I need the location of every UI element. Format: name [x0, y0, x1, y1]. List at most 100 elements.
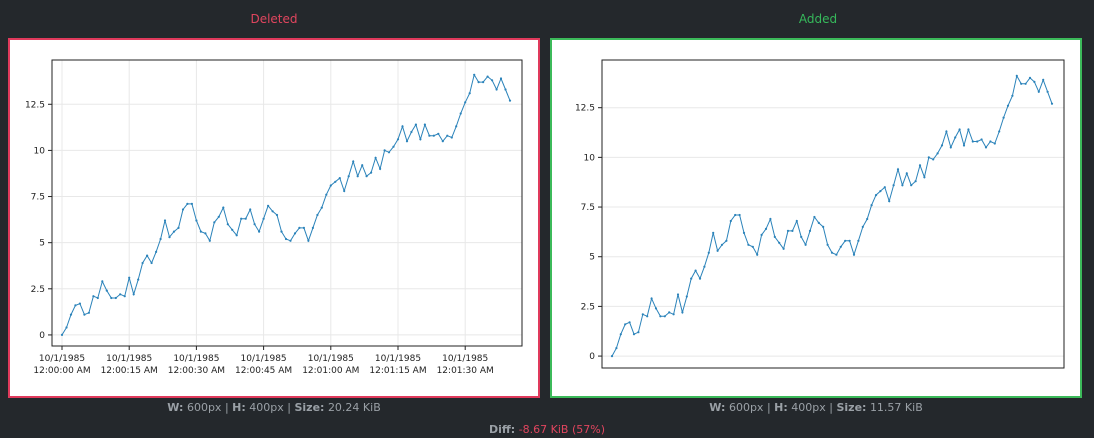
y-tick-label: 5	[39, 239, 45, 249]
data-point	[1002, 116, 1005, 119]
data-point	[495, 88, 498, 91]
data-point	[383, 149, 386, 152]
data-point	[927, 156, 930, 159]
x-tick-label: 10/1/1985	[442, 354, 488, 364]
data-point	[1037, 90, 1040, 93]
data-point	[989, 140, 992, 143]
data-point	[231, 228, 234, 231]
data-point	[423, 123, 426, 126]
data-point	[244, 217, 247, 220]
data-point	[401, 125, 404, 128]
added-size-label: Size:	[836, 401, 867, 414]
data-point	[958, 128, 961, 131]
data-point	[791, 229, 794, 232]
data-point	[69, 313, 73, 316]
deleted-size-value: 20.24 KiB	[327, 401, 381, 414]
data-point	[293, 232, 297, 235]
x-tick-label: 10/1/1985	[241, 354, 287, 364]
data-point	[650, 297, 653, 300]
data-point	[852, 253, 856, 256]
data-point	[734, 213, 737, 217]
data-point	[861, 225, 864, 228]
data-point	[742, 231, 746, 234]
deleted-height-value: 400px	[249, 401, 284, 414]
data-point	[275, 213, 279, 217]
data-point	[848, 239, 851, 242]
data-point	[343, 189, 346, 193]
deleted-width-label: W:	[167, 401, 184, 414]
y-tick-label: 7.5	[31, 193, 45, 203]
data-point	[676, 293, 680, 296]
data-point	[128, 276, 131, 279]
data-point	[177, 226, 180, 229]
data-point	[240, 217, 243, 220]
data-point	[284, 237, 288, 241]
data-point	[822, 225, 825, 228]
data-point	[392, 145, 395, 148]
data-point	[405, 140, 409, 143]
data-point	[993, 142, 996, 145]
data-point	[262, 217, 265, 220]
data-point	[835, 253, 838, 256]
y-tick-label: 0	[589, 352, 595, 362]
data-point	[155, 250, 158, 253]
data-point	[1011, 94, 1014, 97]
deleted-panel-title: Deleted	[250, 12, 298, 26]
data-point	[817, 221, 820, 224]
data-point	[905, 172, 908, 175]
data-point	[361, 164, 364, 167]
deleted-height-label: H:	[232, 401, 246, 414]
data-point	[870, 204, 873, 207]
data-point	[729, 219, 732, 223]
data-point	[1015, 74, 1018, 77]
deleted-size-label: Size:	[294, 401, 325, 414]
data-point	[949, 146, 952, 149]
data-point	[464, 101, 467, 104]
data-point	[628, 321, 631, 324]
data-point	[681, 311, 684, 314]
x-tick-label: 12:00:15 AM	[101, 366, 158, 376]
x-tick-label: 12:00:30 AM	[168, 366, 225, 376]
data-point	[813, 215, 816, 219]
size-diff: Diff: -8.67 KiB (57%)	[0, 423, 1094, 436]
y-tick-label: 2.5	[581, 302, 595, 312]
data-point	[971, 140, 974, 143]
x-tick-label: 12:01:15 AM	[369, 366, 426, 376]
data-point	[325, 193, 328, 196]
data-point	[132, 293, 135, 296]
x-tick-label: 10/1/1985	[173, 354, 219, 364]
data-point	[320, 206, 323, 209]
x-tick-label: 12:01:30 AM	[437, 366, 494, 376]
data-point	[610, 355, 614, 358]
added-width-value: 600px	[728, 401, 764, 414]
data-point	[839, 245, 842, 248]
data-point	[110, 296, 113, 300]
data-point	[280, 230, 283, 233]
data-point	[786, 229, 790, 232]
x-tick-label: 12:00:00 AM	[33, 366, 90, 376]
data-point	[760, 233, 763, 236]
data-point	[338, 177, 341, 180]
data-point	[181, 208, 185, 211]
data-point	[186, 202, 189, 205]
data-point	[698, 277, 702, 280]
data-point	[419, 138, 422, 141]
data-point	[764, 227, 768, 230]
data-point	[782, 247, 785, 250]
data-point	[482, 81, 485, 84]
added-image-panel: 0 2.5 5 7.5 10 12.5	[550, 38, 1082, 398]
diff-label: Diff:	[488, 423, 516, 436]
data-point	[751, 245, 754, 248]
data-point	[347, 175, 350, 178]
added-size-value: 11.57 KiB	[869, 401, 923, 414]
data-point	[302, 226, 305, 229]
data-point	[883, 186, 886, 189]
data-point	[707, 251, 710, 254]
data-point	[101, 280, 104, 283]
x-tick-label: 12:00:45 AM	[235, 366, 292, 376]
data-point	[486, 75, 489, 78]
data-point	[146, 254, 149, 257]
data-point	[441, 140, 444, 143]
data-point	[1024, 82, 1027, 85]
data-point	[204, 232, 207, 235]
